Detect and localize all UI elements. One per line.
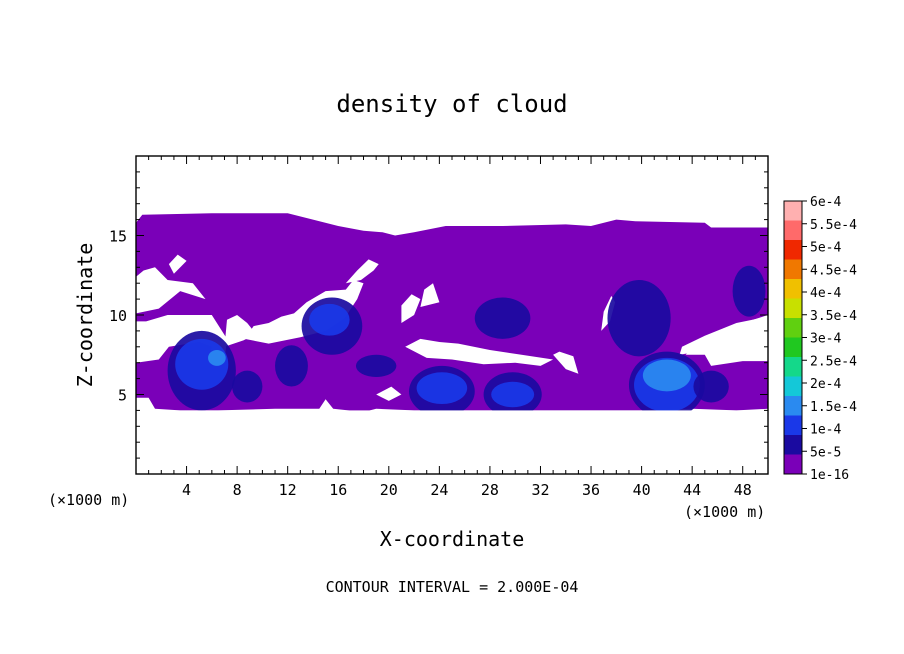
x-unit-label-right: (×1000 m) xyxy=(684,503,765,521)
colorbar-swatch xyxy=(784,279,802,299)
colorbar-swatch xyxy=(784,357,802,377)
colorbar-tick-label: 5.5e-4 xyxy=(810,218,857,233)
contour-field xyxy=(136,203,768,474)
y-tick-label: 5 xyxy=(118,387,127,405)
colorbar-swatch xyxy=(784,298,802,318)
clear-air-gap xyxy=(345,259,379,284)
colorbar-tick-label: 2.5e-4 xyxy=(810,354,857,369)
colorbar-swatch xyxy=(784,376,802,396)
colorbar-swatch xyxy=(784,415,802,435)
colorbar-tick-label: 2e-4 xyxy=(810,377,841,392)
y-tick-label: 10 xyxy=(109,307,127,325)
colorbar-swatch xyxy=(784,201,802,221)
clear-air-gap xyxy=(420,283,440,307)
clear-air-gap xyxy=(224,315,257,347)
density-core-1e-4 xyxy=(416,372,468,405)
below-cloud-base xyxy=(136,410,768,474)
x-tick-label: 48 xyxy=(734,481,752,499)
colorbar-swatch xyxy=(784,259,802,279)
x-unit-label-left: (×1000 m) xyxy=(48,491,129,509)
y-axis-label: Z-coordinate xyxy=(73,243,97,388)
colorbar-tick-label: 4e-4 xyxy=(810,286,841,301)
clear-air-gap xyxy=(553,351,579,374)
colorbar-tick-label: 5e-5 xyxy=(810,445,841,460)
x-tick-label: 32 xyxy=(531,481,549,499)
x-tick-label: 40 xyxy=(633,481,651,499)
colorbar-swatch xyxy=(784,240,802,260)
colorbar-tick-label: 6e-4 xyxy=(810,195,841,210)
colorbar-tick-label: 1.5e-4 xyxy=(810,400,857,415)
density-core-5e-5 xyxy=(355,354,397,378)
x-tick-label: 20 xyxy=(380,481,398,499)
colorbar-swatch xyxy=(784,220,802,240)
x-axis-label: X-coordinate xyxy=(380,527,525,551)
density-core-5e-5 xyxy=(275,345,308,387)
y-tick-label: 15 xyxy=(109,228,127,246)
density-core-5e-5 xyxy=(607,280,671,357)
density-core-1e-4 xyxy=(309,303,350,336)
density-core-5e-5 xyxy=(732,265,766,317)
x-tick-label: 44 xyxy=(683,481,701,499)
colorbar-swatch xyxy=(784,454,802,474)
x-tick-label: 16 xyxy=(329,481,347,499)
x-tick-label: 12 xyxy=(279,481,297,499)
density-core-5e-5 xyxy=(474,297,531,339)
clear-air-gap xyxy=(679,316,768,355)
density-core-5e-5 xyxy=(232,370,263,403)
contour-interval-note: CONTOUR INTERVAL = 2.000E-04 xyxy=(326,578,579,596)
colorbar: 1e-16 5e-5 1e-4 1.5e-4 2e-4 2.5e-4 3e-4 3.5e-4 4… xyxy=(783,195,857,483)
colorbar-tick-label: 4.5e-4 xyxy=(810,263,857,278)
colorbar-tick-label: 5e-4 xyxy=(810,241,841,256)
colorbar-tick-label: 1e-4 xyxy=(810,423,841,438)
colorbar-tick-label: 3.5e-4 xyxy=(810,309,857,324)
x-tick-label: 24 xyxy=(430,481,448,499)
y-axis: 5 10 15 xyxy=(109,171,768,459)
density-core-1.5e-4 xyxy=(642,359,691,392)
clear-air-gap xyxy=(168,254,187,274)
x-tick-label: 36 xyxy=(582,481,600,499)
density-core-1.5e-4 xyxy=(208,349,226,366)
clear-air-gap xyxy=(244,280,364,344)
colorbar-swatch xyxy=(784,435,802,455)
x-axis: 4 8 12 16 20 24 28 32 36 40 44 48 xyxy=(148,156,756,499)
colorbar-tick-label: 3e-4 xyxy=(810,332,841,347)
x-tick-label: 8 xyxy=(233,481,242,499)
density-core-5e-5 xyxy=(693,370,729,403)
clear-air-gap xyxy=(405,338,554,366)
colorbar-tick-label: 1e-16 xyxy=(810,468,849,483)
clear-air-gap xyxy=(508,203,528,212)
chart-title: density of cloud xyxy=(336,90,567,118)
colorbar-swatch xyxy=(784,396,802,416)
clear-air-gap xyxy=(136,267,206,314)
clear-air-gap xyxy=(376,386,402,401)
x-tick-label: 4 xyxy=(182,481,191,499)
density-core-1e-4 xyxy=(491,381,535,408)
colorbar-swatch xyxy=(784,337,802,357)
x-tick-label: 28 xyxy=(481,481,499,499)
colorbar-swatch xyxy=(784,318,802,338)
clear-air-gap xyxy=(401,294,421,323)
